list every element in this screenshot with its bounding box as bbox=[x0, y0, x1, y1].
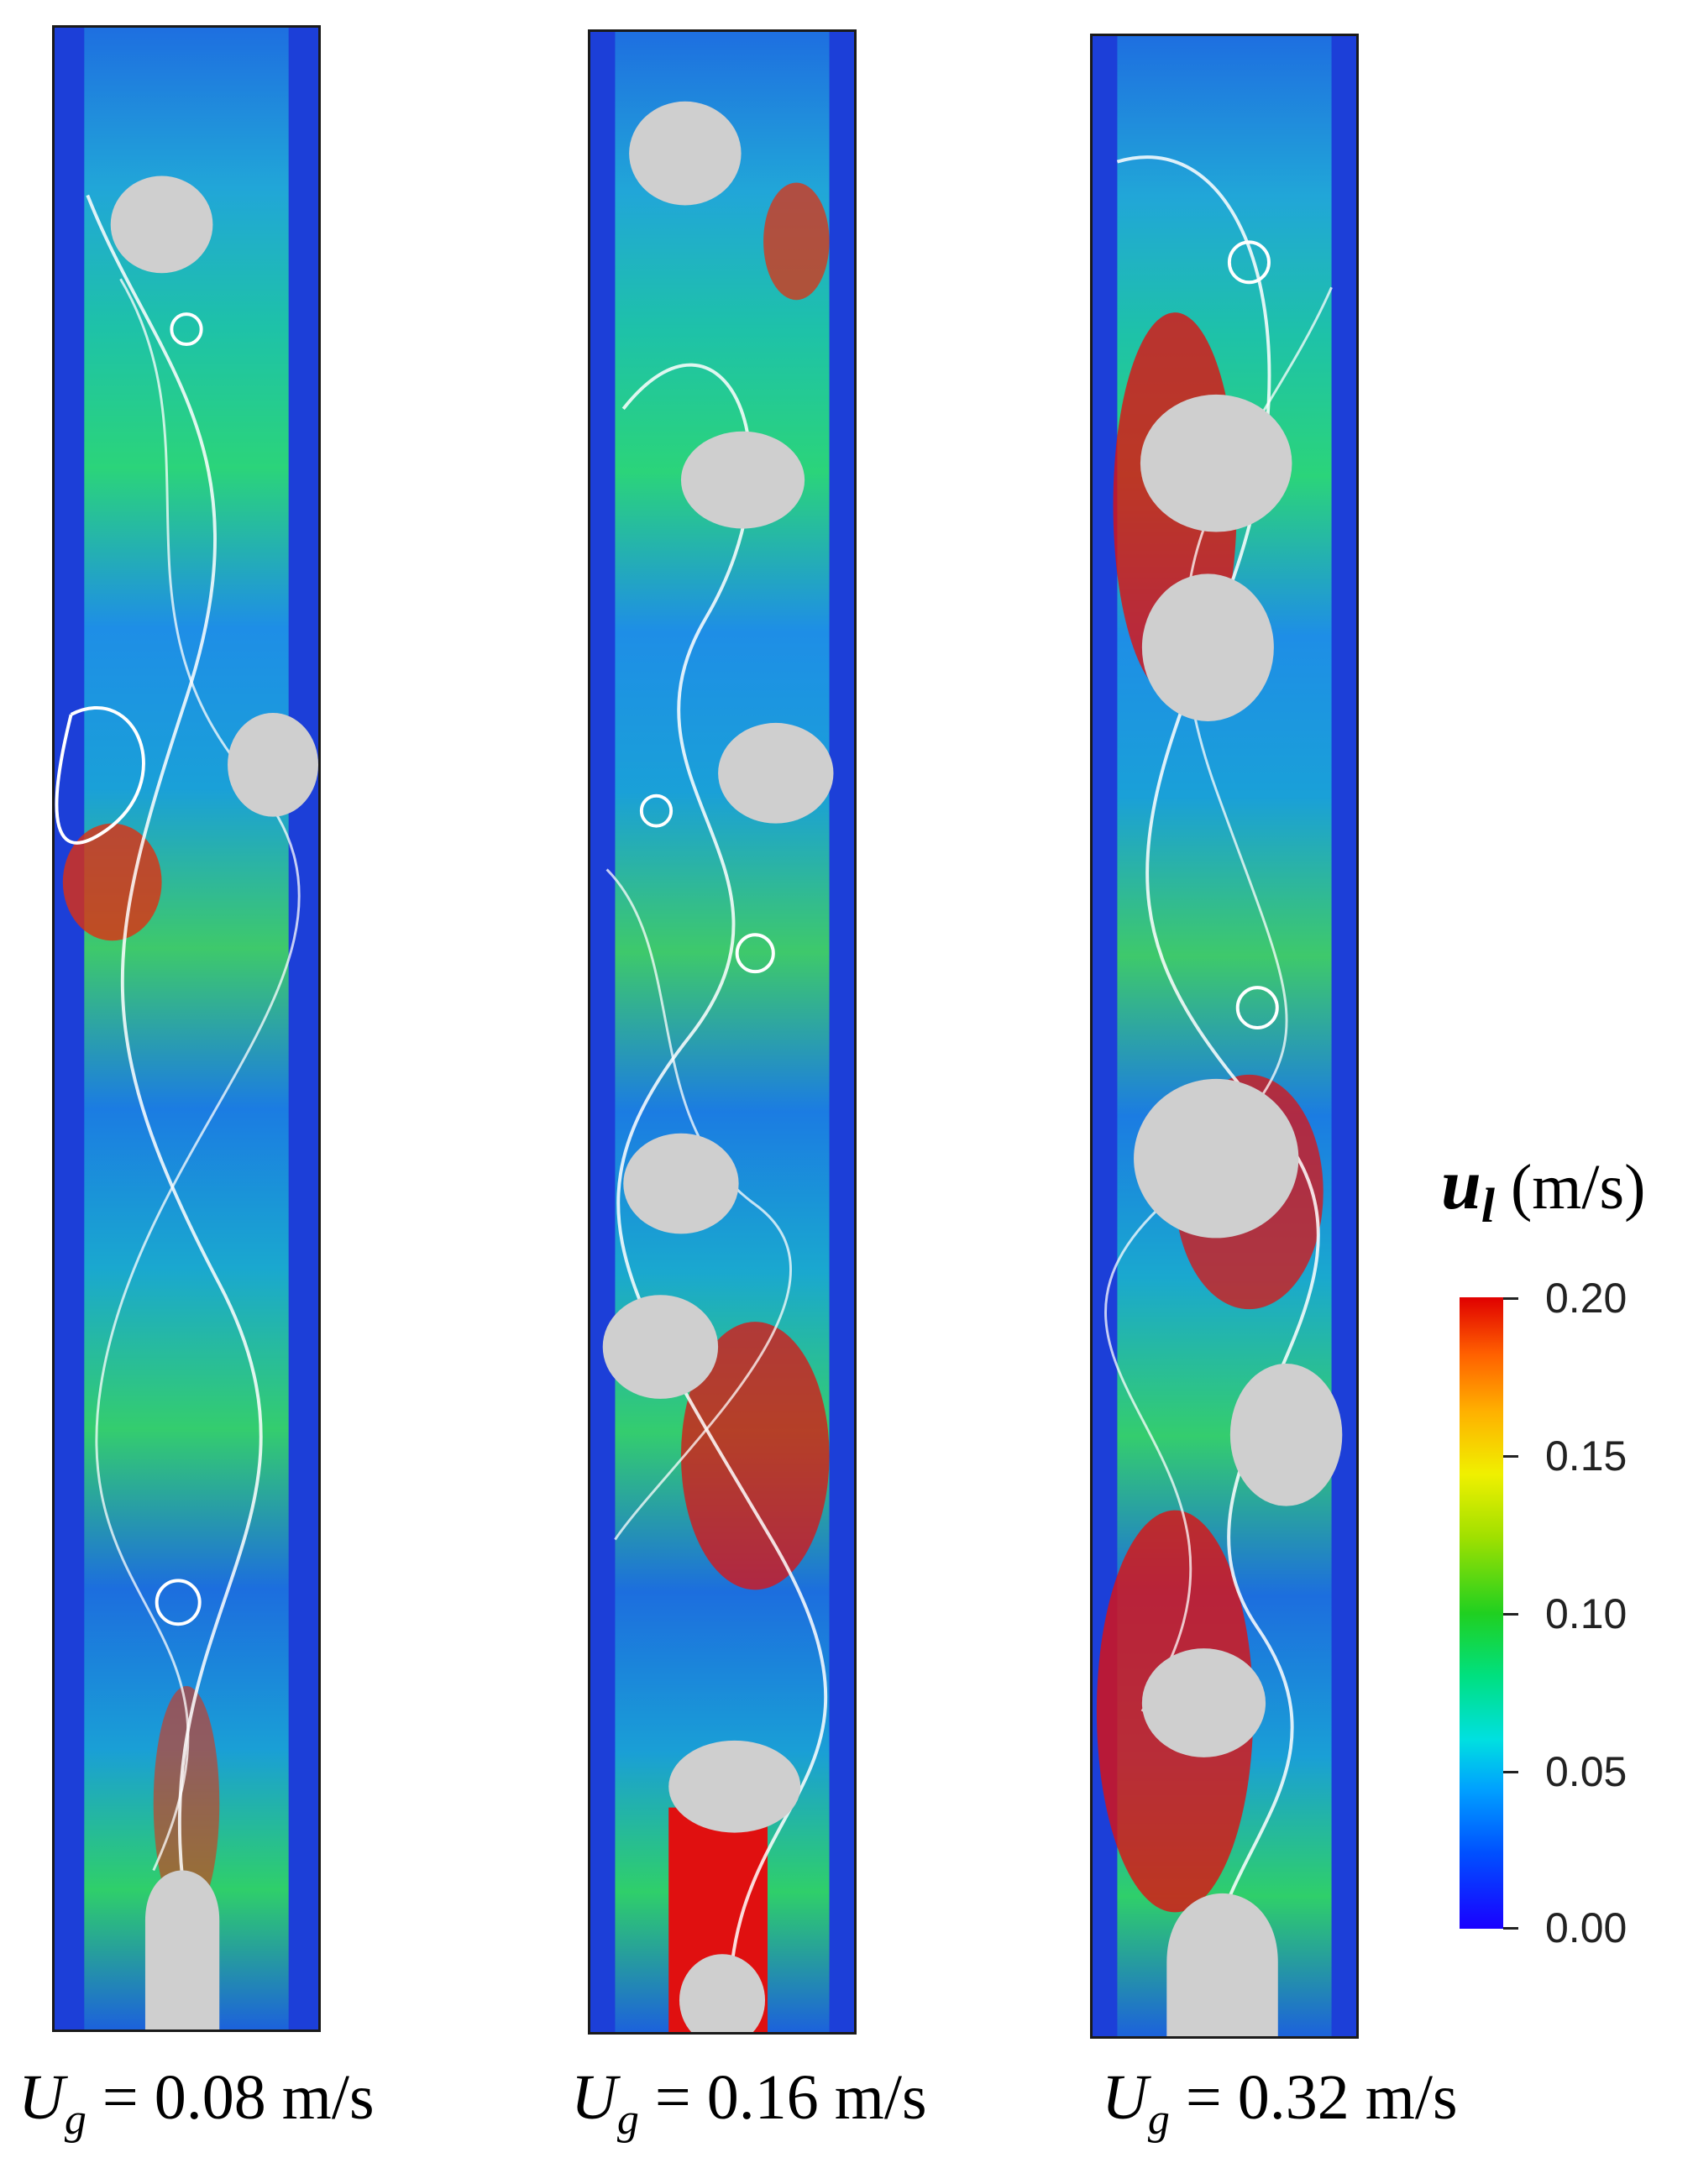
gas-bubble bbox=[680, 431, 805, 529]
gas-bubble bbox=[1141, 1648, 1266, 1757]
colorbar-tick bbox=[1503, 1455, 1518, 1458]
wall-low-velocity-left bbox=[590, 32, 616, 2032]
high-velocity-region bbox=[680, 1322, 830, 1590]
colorbar-symbol: u bbox=[1441, 1144, 1481, 1224]
velocity-symbol: U bbox=[571, 2062, 617, 2133]
vortex bbox=[639, 793, 674, 828]
gas-bubble bbox=[228, 712, 318, 817]
velocity-subscript: g bbox=[64, 2096, 86, 2144]
high-velocity-region bbox=[62, 823, 162, 941]
gas-bubble bbox=[1140, 394, 1292, 532]
velocity-symbol: U bbox=[1102, 2062, 1148, 2133]
gas-bubble bbox=[718, 722, 834, 824]
colorbar-tick-label: 0.00 bbox=[1545, 1904, 1627, 1951]
gas-bubble-inlet bbox=[144, 1870, 220, 2029]
velocity-field-3 bbox=[1093, 36, 1356, 2036]
gas-bubble bbox=[110, 175, 213, 274]
simulation-panel-ug-0-16 bbox=[588, 29, 857, 2035]
colorbar-tick bbox=[1503, 1771, 1518, 1773]
colorbar-tick bbox=[1503, 1297, 1518, 1300]
streamline bbox=[605, 868, 792, 1541]
velocity-value: = 0.16 m/s bbox=[654, 2062, 927, 2133]
high-velocity-region bbox=[763, 182, 830, 301]
streamline bbox=[95, 278, 301, 1872]
velocity-value: = 0.32 m/s bbox=[1185, 2062, 1458, 2133]
colorbar-tick bbox=[1503, 1613, 1518, 1616]
simulation-panel-ug-0-32 bbox=[1090, 34, 1359, 2039]
vortex bbox=[735, 933, 775, 974]
simulation-panel-ug-0-08 bbox=[52, 25, 321, 2032]
gas-bubble-inlet bbox=[679, 1954, 766, 2032]
wall-low-velocity-right bbox=[829, 32, 854, 2032]
wall-low-velocity-right bbox=[1331, 36, 1356, 2036]
streamline bbox=[86, 194, 263, 1955]
colorbar-title: ul (m/s) bbox=[1441, 1142, 1645, 1233]
gas-bubble bbox=[623, 1133, 739, 1234]
vortex bbox=[155, 1579, 202, 1626]
velocity-field-1 bbox=[55, 28, 318, 2029]
wall-low-velocity-right bbox=[288, 28, 318, 2029]
colorbar-unit: (m/s) bbox=[1510, 1152, 1646, 1223]
vortex bbox=[170, 312, 203, 347]
velocity-subscript: g bbox=[616, 2096, 639, 2144]
velocity-symbol: U bbox=[18, 2062, 65, 2133]
gas-bubble bbox=[1134, 1078, 1299, 1239]
gas-bubble-inlet bbox=[1166, 1893, 1278, 2036]
colorbar-subscript: l bbox=[1481, 1178, 1495, 1233]
panel-caption-3: Ug = 0.32 m/s bbox=[1102, 2061, 1458, 2145]
velocity-field-2 bbox=[590, 32, 854, 2032]
gas-bubble bbox=[602, 1295, 719, 1399]
colorbar-tick-label: 0.20 bbox=[1545, 1275, 1627, 1322]
panel-caption-1: Ug = 0.08 m/s bbox=[18, 2061, 375, 2145]
colorbar-tick bbox=[1503, 1927, 1518, 1930]
gas-bubble bbox=[629, 101, 742, 206]
colorbar-tick-label: 0.05 bbox=[1545, 1748, 1627, 1795]
panel-caption-2: Ug = 0.16 m/s bbox=[571, 2061, 927, 2145]
colorbar bbox=[1460, 1297, 1503, 1929]
gas-bubble bbox=[1141, 573, 1274, 721]
gas-bubble bbox=[1229, 1364, 1343, 1506]
velocity-value: = 0.08 m/s bbox=[102, 2062, 375, 2133]
vortex bbox=[1227, 240, 1271, 285]
colorbar-tick-label: 0.10 bbox=[1545, 1590, 1627, 1637]
colorbar-tick-label: 0.15 bbox=[1545, 1432, 1627, 1480]
velocity-subscript: g bbox=[1147, 2096, 1170, 2144]
vortex bbox=[1235, 986, 1279, 1030]
high-velocity-region bbox=[153, 1686, 220, 1921]
streamline-loop bbox=[55, 706, 145, 845]
gas-bubble bbox=[668, 1740, 801, 1833]
wall-low-velocity-left bbox=[55, 28, 85, 2029]
